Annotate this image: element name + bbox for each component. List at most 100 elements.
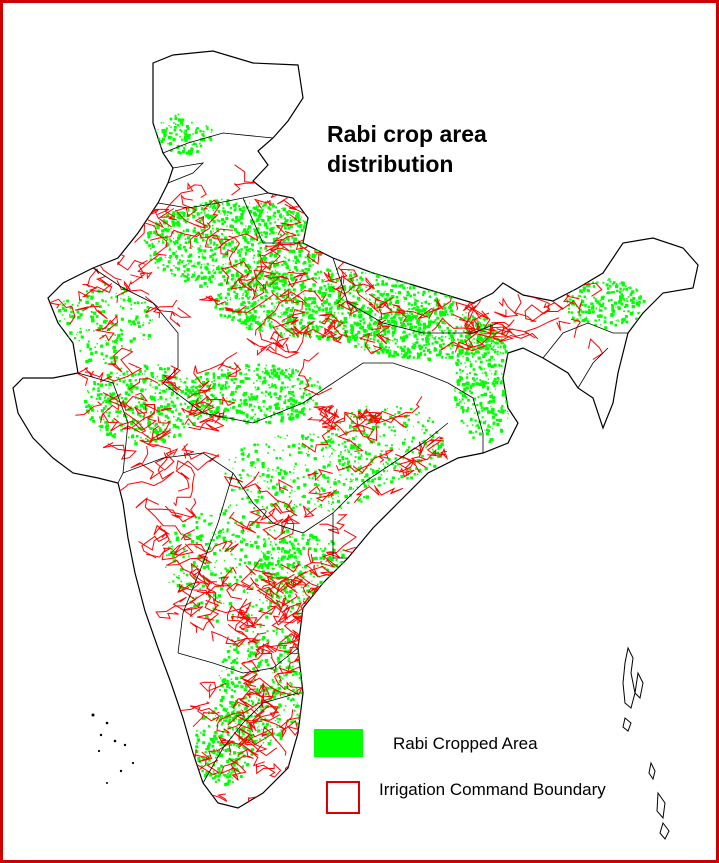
rabi-crop-patch	[248, 377, 251, 380]
rabi-crop-patch	[229, 365, 231, 368]
rabi-crop-patch	[312, 264, 314, 266]
rabi-crop-patch	[260, 551, 262, 553]
rabi-crop-patch	[507, 417, 509, 419]
rabi-crop-patch	[313, 548, 318, 552]
rabi-crop-patch	[336, 490, 340, 494]
rabi-crop-patch	[420, 323, 422, 326]
rabi-crop-patch	[144, 388, 147, 391]
rabi-crop-patch	[194, 262, 196, 264]
rabi-crop-patch	[287, 258, 291, 262]
rabi-crop-patch	[365, 286, 368, 288]
rabi-crop-patch	[391, 295, 395, 299]
rabi-crop-patch	[305, 468, 309, 472]
rabi-crop-patch	[278, 707, 280, 709]
rabi-crop-patch	[142, 406, 147, 410]
rabi-crop-patch	[183, 245, 186, 249]
rabi-crop-patch	[484, 332, 486, 334]
rabi-crop-patch	[137, 412, 141, 416]
rabi-crop-patch	[289, 536, 291, 538]
rabi-crop-patch	[264, 414, 268, 417]
rabi-crop-patch	[240, 529, 244, 533]
rabi-crop-patch	[271, 384, 274, 388]
rabi-crop-patch	[264, 235, 268, 239]
rabi-crop-patch	[207, 406, 211, 410]
rabi-crop-patch	[412, 329, 416, 333]
rabi-crop-patch	[325, 308, 328, 312]
rabi-crop-patch	[350, 331, 354, 334]
rabi-crop-patch	[289, 564, 292, 566]
rabi-crop-patch	[240, 667, 242, 669]
rabi-crop-patch	[270, 577, 274, 581]
rabi-crop-patch	[300, 216, 302, 218]
rabi-crop-patch	[284, 288, 287, 291]
rabi-crop-patch	[330, 283, 333, 285]
rabi-crop-patch	[221, 660, 225, 663]
rabi-crop-patch	[377, 329, 380, 332]
rabi-crop-patch	[275, 262, 280, 267]
rabi-crop-patch	[254, 466, 256, 469]
rabi-crop-patch	[359, 327, 362, 330]
rabi-crop-patch	[166, 564, 167, 566]
rabi-crop-patch	[268, 319, 270, 321]
rabi-crop-patch	[413, 306, 416, 310]
rabi-crop-patch	[279, 436, 282, 439]
rabi-crop-patch	[180, 216, 183, 219]
rabi-crop-patch	[325, 300, 328, 304]
rabi-crop-patch	[243, 727, 246, 729]
rabi-crop-patch	[257, 282, 260, 285]
rabi-crop-patch	[220, 765, 224, 768]
rabi-crop-patch	[457, 338, 459, 341]
rabi-crop-patch	[255, 578, 259, 582]
rabi-crop-patch	[445, 322, 447, 325]
rabi-crop-patch	[397, 302, 399, 305]
rabi-crop-patch	[371, 304, 375, 307]
rabi-crop-patch	[282, 645, 287, 650]
rabi-crop-patch	[408, 308, 411, 310]
rabi-crop-patch	[391, 331, 395, 335]
rabi-crop-patch	[400, 284, 404, 287]
rabi-crop-patch	[113, 433, 117, 436]
rabi-crop-patch	[197, 401, 200, 404]
rabi-crop-patch	[487, 363, 492, 368]
rabi-crop-patch	[181, 568, 183, 570]
rabi-crop-patch	[247, 680, 251, 684]
rabi-crop-patch	[230, 671, 234, 674]
rabi-crop-patch	[272, 629, 275, 633]
rabi-crop-patch	[179, 378, 182, 381]
rabi-crop-patch	[231, 289, 233, 291]
rabi-crop-patch	[262, 284, 267, 288]
rabi-crop-patch	[262, 742, 265, 744]
rabi-crop-patch	[185, 386, 189, 389]
rabi-crop-patch	[356, 321, 359, 324]
rabi-crop-patch	[141, 373, 143, 375]
rabi-crop-patch	[201, 253, 203, 255]
rabi-crop-patch	[500, 380, 503, 383]
rabi-crop-patch	[205, 603, 208, 606]
rabi-crop-patch	[247, 264, 250, 267]
rabi-crop-patch	[156, 259, 160, 263]
rabi-crop-patch	[281, 222, 285, 226]
rabi-crop-patch	[472, 402, 476, 406]
rabi-crop-patch	[307, 436, 309, 439]
rabi-crop-patch	[159, 389, 161, 391]
rabi-crop-patch	[264, 692, 268, 696]
rabi-crop-patch	[417, 308, 421, 313]
rabi-crop-patch	[198, 390, 201, 394]
rabi-crop-patch	[124, 404, 126, 406]
rabi-crop-patch	[271, 260, 274, 264]
rabi-crop-patch	[249, 526, 251, 529]
rabi-crop-patch	[450, 313, 454, 316]
rabi-crop-patch	[137, 373, 140, 376]
rabi-crop-patch	[277, 377, 281, 381]
rabi-crop-patch	[116, 401, 119, 403]
rabi-crop-patch	[356, 333, 358, 335]
rabi-crop-patch	[177, 268, 180, 271]
rabi-crop-patch	[285, 590, 288, 594]
rabi-crop-patch	[496, 350, 499, 353]
rabi-crop-patch	[425, 346, 427, 349]
rabi-crop-patch	[142, 401, 146, 405]
rabi-crop-patch	[427, 357, 432, 361]
rabi-crop-patch	[338, 293, 341, 296]
rabi-crop-patch	[231, 534, 233, 536]
rabi-crop-patch	[477, 410, 480, 414]
